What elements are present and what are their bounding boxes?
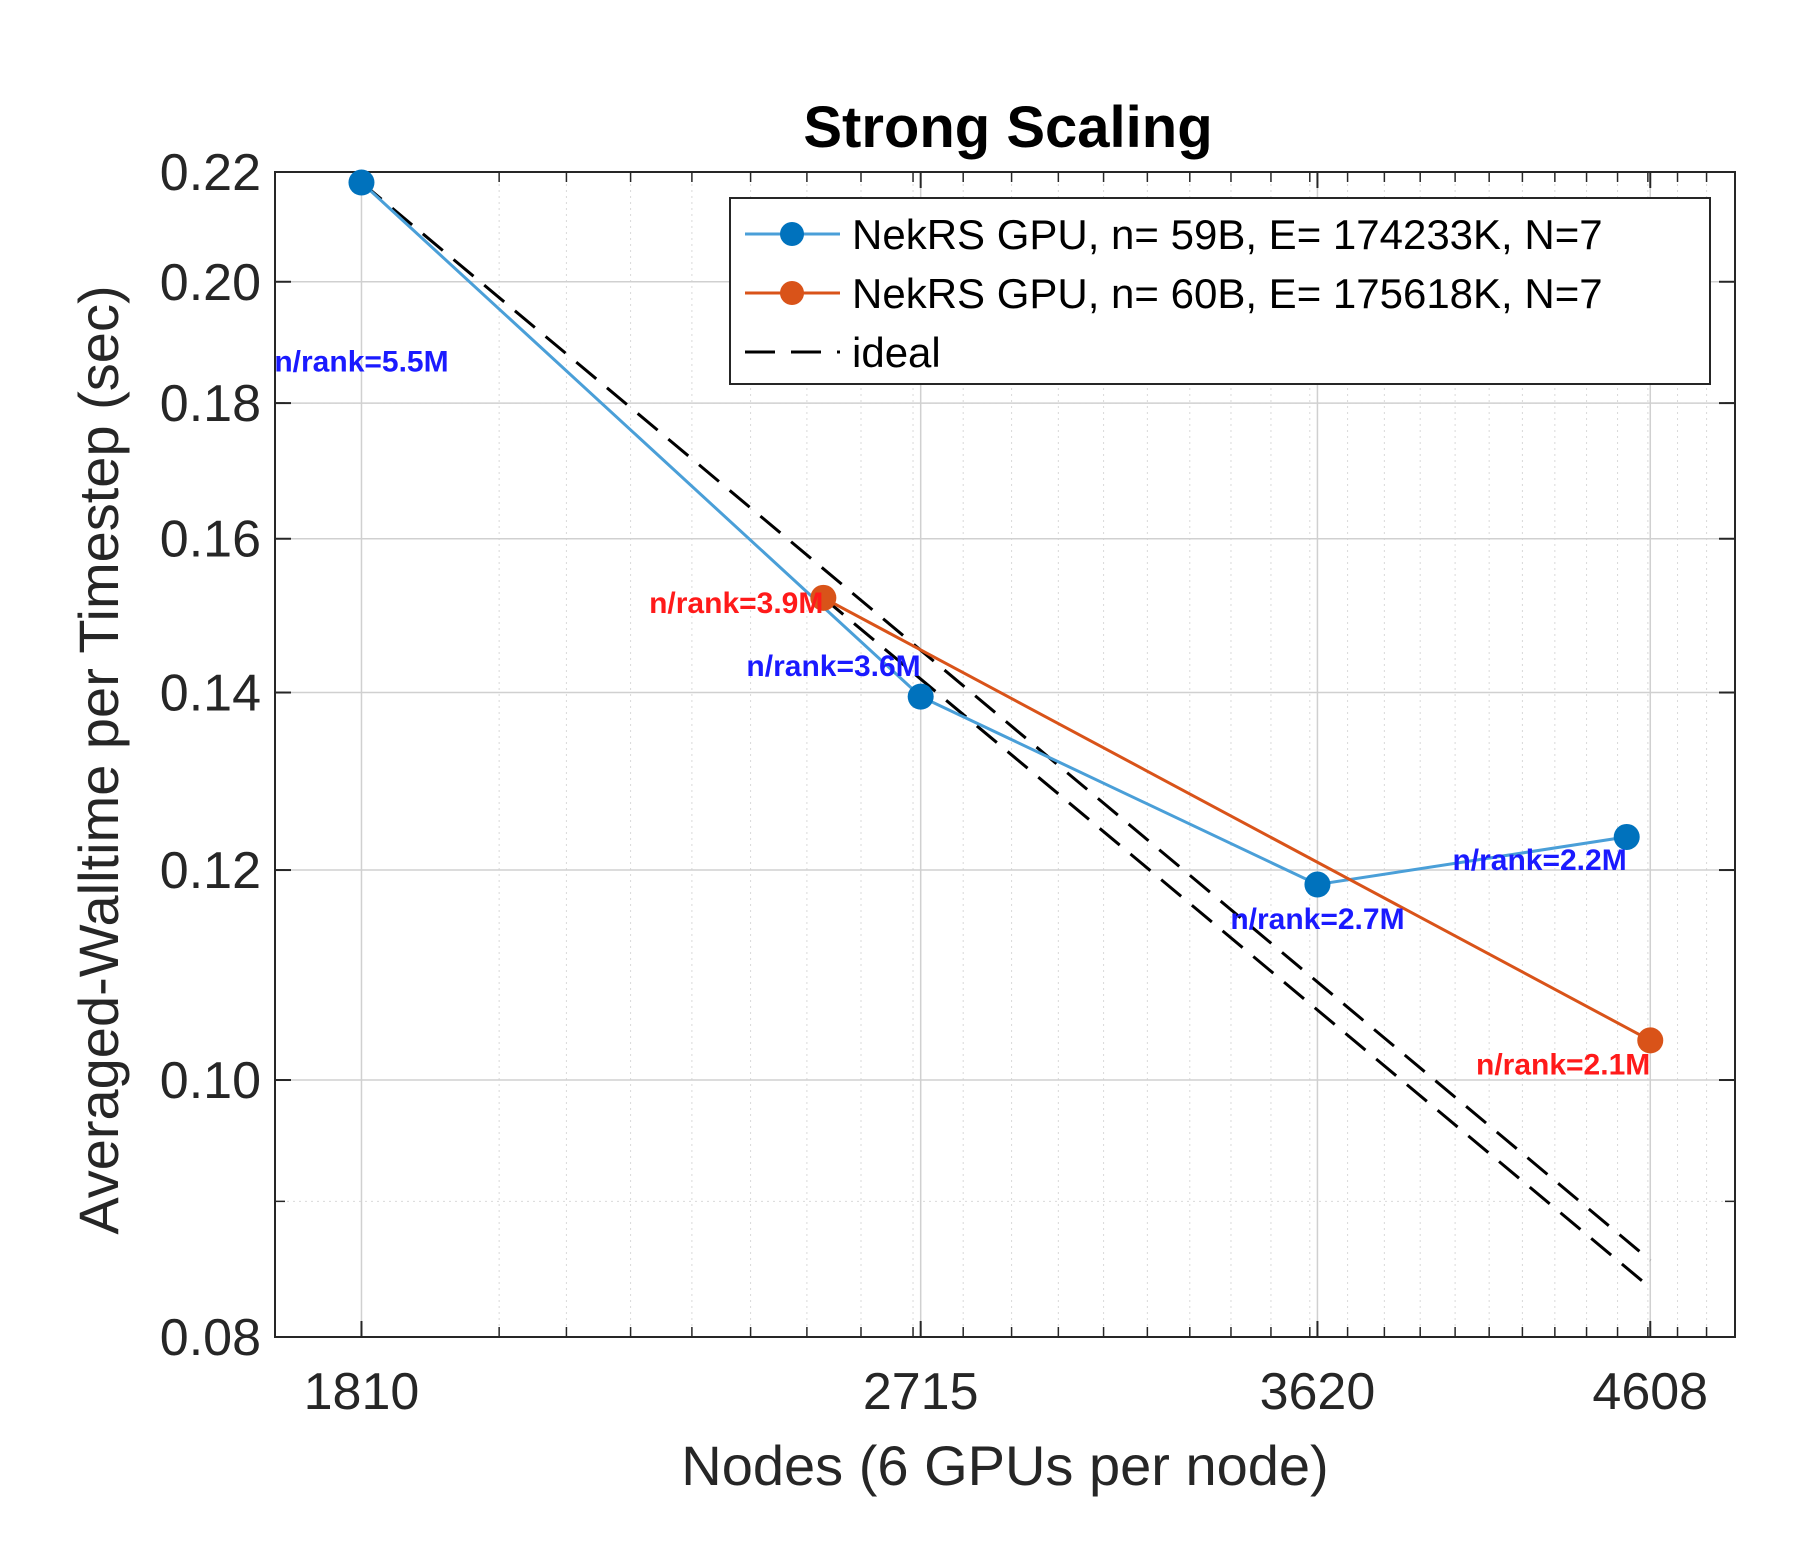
data-annotations: n/rank=5.5M n/rank=3.9M n/rank=3.6M n/rank=… <box>274 346 1650 1082</box>
y-tick-label: 0.22 <box>160 144 261 202</box>
series-line-2 <box>822 596 1652 1042</box>
legend-label-series-2: NekRS GPU, n= 60B, E= 175618K, N=7 <box>852 270 1603 317</box>
y-tick-label: 0.10 <box>160 1052 261 1110</box>
x-tick-labels: 1810 2715 3620 4608 <box>304 1363 1708 1421</box>
annotation-label: n/rank=5.5M <box>274 346 448 379</box>
data-point-series-1 <box>1613 823 1640 850</box>
y-tick-label: 0.12 <box>160 842 261 900</box>
x-tick-label: 4608 <box>1592 1363 1708 1421</box>
series-markers <box>348 169 1664 1054</box>
legend-label-ideal: ideal <box>852 329 941 376</box>
y-tick-label: 0.18 <box>160 375 261 433</box>
annotation-label: n/rank=2.7M <box>1230 903 1404 936</box>
series-lines <box>360 181 1652 1289</box>
data-point-series-2 <box>810 584 837 611</box>
minor-grid <box>275 171 1735 1338</box>
x-axis-label: Nodes (6 GPUs per node) <box>681 1434 1328 1497</box>
tick-marks <box>275 171 1735 1338</box>
data-point-series-1 <box>907 683 934 710</box>
legend: NekRS GPU, n= 59B, E= 174233K, N=7 NekRS… <box>729 197 1711 385</box>
legend-marker-series-2 <box>780 281 804 305</box>
plot-frame <box>274 171 1736 1338</box>
y-axis-label: Averaged-Walltime per Timestep (sec) <box>67 285 130 1234</box>
series-line-1 <box>360 181 1627 887</box>
data-point-series-1 <box>1304 871 1331 898</box>
annotation-label: n/rank=2.2M <box>1452 844 1626 877</box>
legend-marker-series-1 <box>780 222 804 246</box>
chart-title: Strong Scaling <box>803 95 1212 160</box>
ideal-line-3 <box>822 596 1652 1289</box>
legend-box <box>729 197 1711 385</box>
x-tick-label: 2715 <box>863 1363 979 1421</box>
annotation-label: n/rank=2.1M <box>1476 1048 1650 1081</box>
data-point-series-1 <box>348 169 375 196</box>
x-tick-label: 1810 <box>304 1363 420 1421</box>
y-tick-label: 0.14 <box>160 665 261 723</box>
annotation-label: n/rank=3.9M <box>649 587 823 620</box>
y-tick-label: 0.08 <box>160 1309 261 1367</box>
ideal-line-2 <box>360 181 1652 1262</box>
y-tick-labels: 0.08 0.10 0.12 0.14 0.16 0.18 0.20 0.22 <box>160 144 261 1367</box>
x-tick-label: 3620 <box>1260 1363 1376 1421</box>
data-point-series-2 <box>1637 1027 1664 1054</box>
y-tick-label: 0.20 <box>160 254 261 312</box>
legend-label-series-1: NekRS GPU, n= 59B, E= 174233K, N=7 <box>852 211 1603 258</box>
annotation-label: n/rank=3.6M <box>746 650 920 683</box>
y-tick-label: 0.16 <box>160 511 261 569</box>
